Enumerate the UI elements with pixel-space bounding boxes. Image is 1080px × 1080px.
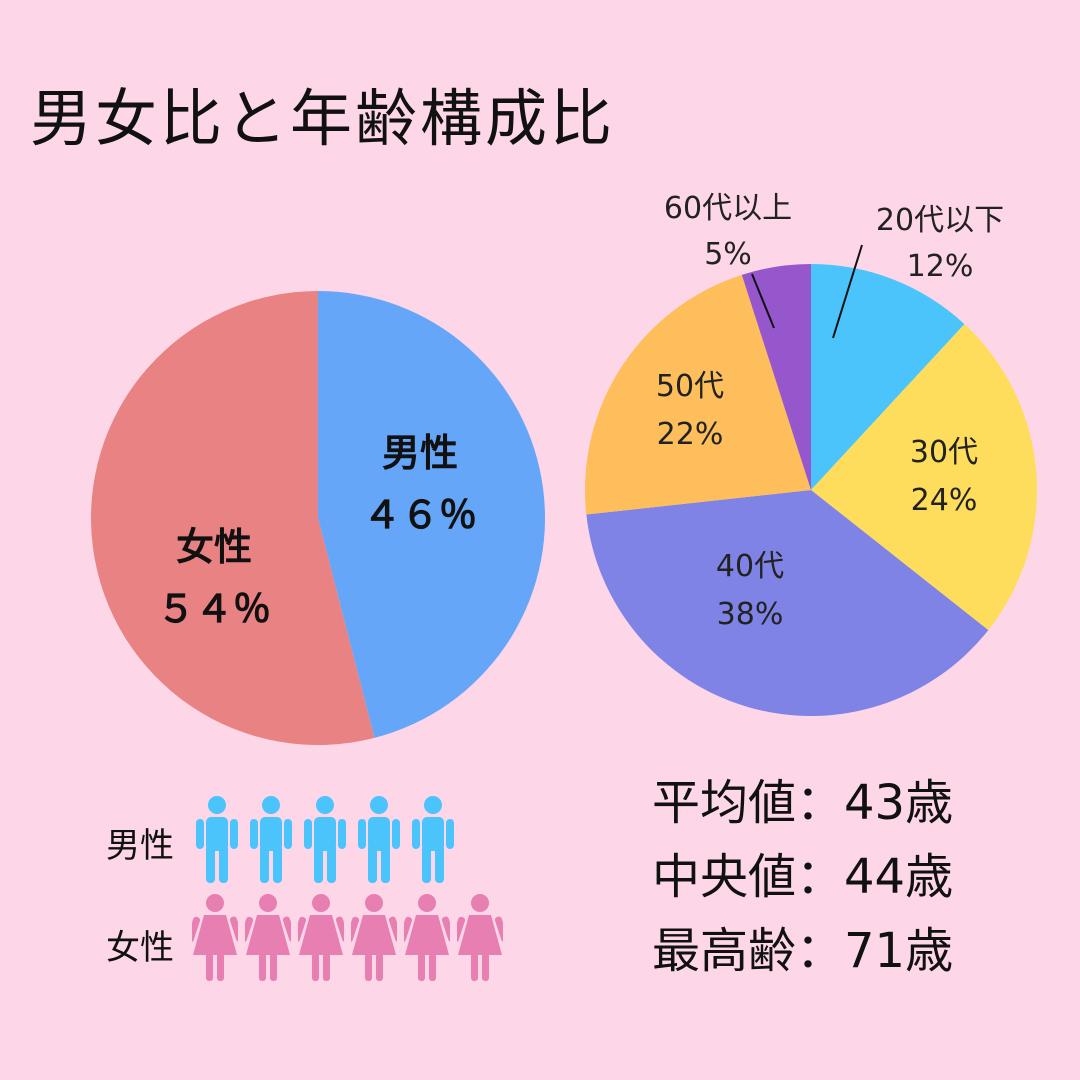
age-value-0: 12% [907,249,974,284]
age-value-1: 24% [911,483,978,518]
age-value-4: 5% [704,237,752,272]
age-slice-2 [586,490,989,716]
gender-slice-0 [318,291,545,738]
age-slice-0 [811,264,965,490]
age-slice-4 [741,264,811,490]
age-leader-0 [832,244,863,339]
male-row-label: 男性 [106,826,174,866]
stats-block: 平均値：43歳 中央値：44歳 最高齢：71歳 [652,766,953,988]
gender-slice-1 [90,290,375,745]
female-person-icon [345,893,403,987]
age-slice-3 [584,274,811,515]
female-pictogram-row [186,893,509,987]
age-label-1: 30代 [910,435,978,470]
male-person-icon [302,795,348,889]
female-person-icon [398,893,456,987]
page-title: 男女比と年齢構成比 [30,82,616,155]
age-leader-4 [751,273,775,329]
female-row-label: 女性 [106,928,174,968]
age-label-3: 50代 [656,369,724,404]
gender-value-0: ４６％ [363,493,477,537]
male-person-icon [248,795,294,889]
gender-label-1: 女性 [176,525,252,569]
age-value-2: 38% [717,597,784,632]
male-person-icon [356,795,402,889]
gender-label-0: 男性 [382,431,458,475]
gender-value-1: ５４％ [157,587,271,631]
stat-mean: 平均値：43歳 [652,775,954,831]
stat-max: 最高齢：71歳 [652,923,954,979]
female-person-icon [292,893,350,987]
age-label-4: 60代以上 [664,191,792,226]
female-person-icon [186,893,244,987]
female-person-icon [239,893,297,987]
male-person-icon [410,795,456,889]
stat-median: 中央値：44歳 [652,849,954,905]
age-slice-1 [811,324,1037,631]
age-label-2: 40代 [716,549,784,584]
age-value-3: 22% [657,417,724,452]
male-pictogram-row [194,795,456,889]
age-label-0: 20代以下 [876,203,1004,238]
female-person-icon [451,893,509,987]
male-person-icon [194,795,240,889]
